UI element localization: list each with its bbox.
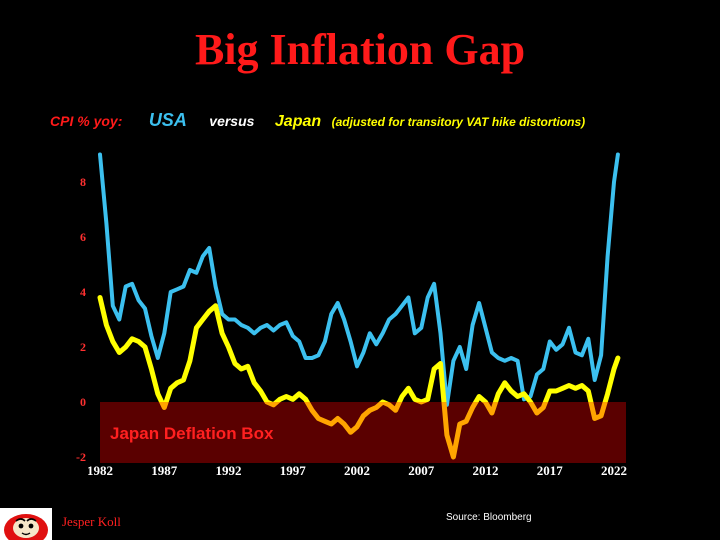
x-tick-label: 2022 [601, 463, 627, 478]
y-tick-label: 0 [80, 395, 86, 409]
x-tick-label: 2012 [473, 463, 499, 478]
series-layer [97, 152, 621, 460]
legend-usa: USA [148, 110, 187, 130]
x-tick-label: 2017 [537, 463, 564, 478]
daruma-logo-icon [0, 508, 52, 540]
y-tick-label: -2 [76, 450, 86, 464]
y-tick-label: 4 [80, 285, 86, 299]
chart-subtitle: CPI % yoy: USA versus Japan (adjusted fo… [50, 110, 585, 131]
chart-title: Big Inflation Gap [194, 25, 526, 74]
x-tick-label: 1987 [151, 463, 178, 478]
x-tick-label: 2002 [344, 463, 370, 478]
x-tick-label: 2007 [408, 463, 435, 478]
author-credit: Jesper Koll [62, 514, 121, 529]
legend-versus: versus [209, 113, 255, 129]
y-tick-label: 2 [80, 340, 86, 354]
series-line-usa [98, 152, 620, 407]
series-line-japan-deflation [158, 402, 608, 460]
x-tick-label: 1997 [280, 463, 307, 478]
deflation-box-label: Japan Deflation Box [110, 424, 274, 443]
cpi-label: CPI % yoy: [50, 113, 123, 129]
y-tick-label: 8 [80, 175, 86, 189]
y-axis-ticks: -2 0 2 4 6 8 [76, 175, 86, 464]
x-tick-label: 1982 [87, 463, 113, 478]
legend-japan: Japan [274, 113, 322, 130]
series-line-japan [97, 295, 621, 402]
source-note: Source: Bloomberg [446, 512, 532, 523]
x-axis-ticks: 1982 1987 1992 1997 2002 2007 2012 2017 2022 [87, 463, 627, 478]
x-tick-label: 1992 [216, 463, 242, 478]
legend-japan-note: (adjusted for transitory VAT hike distor… [331, 115, 586, 129]
y-tick-label: 6 [80, 230, 86, 244]
